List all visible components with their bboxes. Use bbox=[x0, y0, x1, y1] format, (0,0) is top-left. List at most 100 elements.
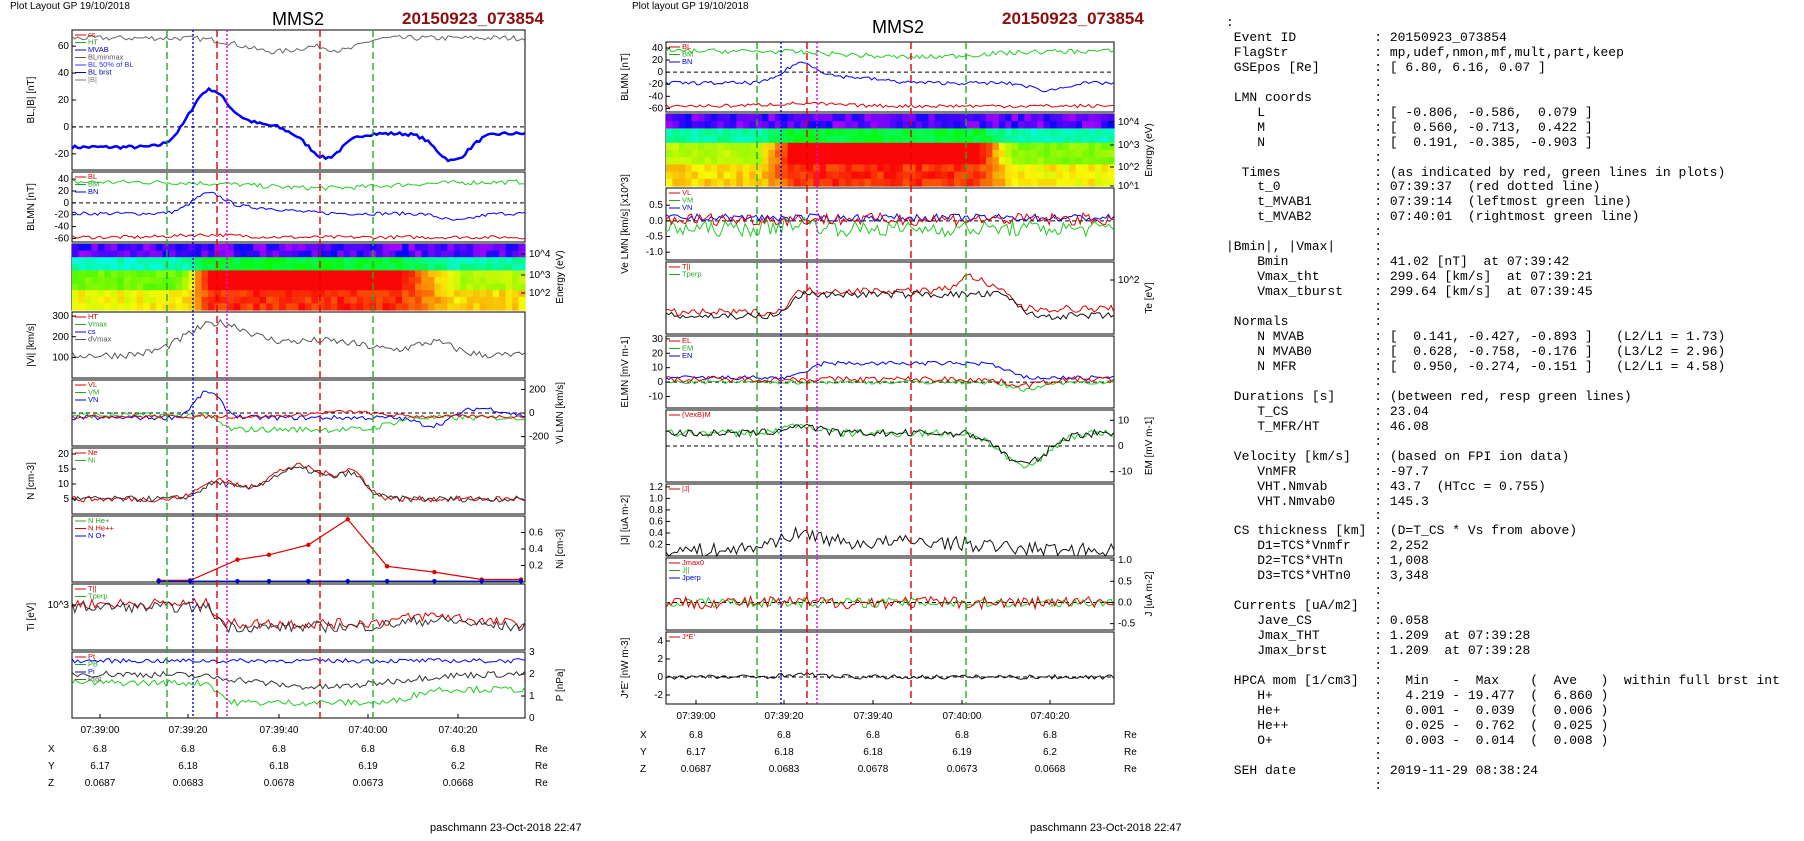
spectrogram-cell bbox=[460, 303, 468, 311]
spectrogram-cell bbox=[363, 250, 371, 258]
spectrogram-cell bbox=[781, 114, 789, 122]
info-line: T_CS : 23.04 bbox=[1226, 403, 1429, 419]
spectrogram-cell bbox=[194, 283, 203, 291]
spectrogram-cell bbox=[512, 257, 520, 265]
spectrogram-cell bbox=[143, 270, 151, 278]
position-value: 6.8 bbox=[272, 744, 286, 755]
panel-ion_spectrogram: 10^410^310^2 Energy (eV) bbox=[71, 243, 566, 311]
info-line: Vmax_tburst : 299.64 [km/s] at 07:39:45 bbox=[1226, 284, 1593, 300]
spectrogram-cell bbox=[1107, 128, 1115, 137]
spectrogram-cell bbox=[678, 178, 686, 187]
spectrogram-cell bbox=[902, 114, 910, 122]
spectrogram-cell bbox=[1024, 135, 1032, 144]
legend-label: BL bbox=[682, 42, 691, 51]
spectrogram-cell bbox=[136, 296, 144, 304]
position-row-label: Z bbox=[640, 764, 646, 775]
spectrogram-cell bbox=[877, 171, 885, 180]
spectrogram-cell bbox=[408, 244, 416, 252]
spectrogram-cell bbox=[1062, 128, 1070, 137]
spectrogram-cell bbox=[890, 142, 897, 151]
spectrogram-cell bbox=[363, 270, 371, 278]
spectrogram-cell bbox=[246, 277, 254, 285]
spectrogram-cell bbox=[947, 135, 955, 144]
spectrogram-cell bbox=[800, 150, 808, 158]
spectrogram-cell bbox=[317, 283, 325, 291]
spectrogram-cell bbox=[460, 250, 468, 258]
spectrogram-cell bbox=[427, 290, 435, 298]
position-value: 6.19 bbox=[358, 761, 378, 772]
spectrogram-cell bbox=[188, 270, 196, 278]
spectrogram-cell bbox=[666, 135, 673, 144]
spectrogram-cell bbox=[110, 277, 118, 285]
spectrogram-cell bbox=[902, 121, 910, 129]
spectrogram-cell bbox=[678, 150, 686, 158]
spectrogram-cell bbox=[960, 150, 968, 158]
spectrogram-cell bbox=[227, 283, 235, 291]
spectrogram-cell bbox=[902, 164, 910, 173]
spectrogram-cell bbox=[838, 114, 846, 122]
position-value: 6.19 bbox=[952, 747, 972, 758]
spectrogram-cell bbox=[72, 263, 80, 271]
spectrogram-cell bbox=[201, 296, 209, 304]
spectrogram-cell bbox=[285, 290, 293, 298]
spectrogram-cell bbox=[883, 157, 891, 165]
spectrogram-cell bbox=[330, 257, 338, 265]
spectrogram-cell bbox=[78, 270, 86, 278]
spectrogram-cell bbox=[130, 290, 138, 298]
spectrogram-cell bbox=[685, 171, 693, 180]
spectrogram-cell bbox=[182, 250, 190, 258]
spectrogram-cell bbox=[1088, 157, 1096, 165]
spectrogram-cell bbox=[149, 250, 157, 258]
spectrogram-cell bbox=[870, 157, 878, 165]
spectrogram-cell bbox=[870, 171, 878, 180]
spectrogram-cell bbox=[259, 303, 267, 311]
legend-label: Tperp bbox=[682, 270, 702, 279]
spectrogram-cell bbox=[1030, 157, 1038, 165]
position-value: 6.8 bbox=[955, 730, 969, 741]
spectrogram-cell bbox=[369, 277, 377, 285]
spectrogram-cell bbox=[311, 303, 319, 311]
spectrogram-cell bbox=[698, 142, 705, 151]
spectrogram-cell bbox=[896, 164, 904, 173]
spectrogram-cell bbox=[813, 128, 821, 137]
position-unit: Re bbox=[1124, 747, 1137, 758]
spectrogram-cell bbox=[685, 128, 693, 137]
spectrogram-cell bbox=[311, 250, 319, 258]
spectrogram-cell bbox=[317, 296, 325, 304]
spectrogram-cell bbox=[130, 270, 138, 278]
y-axis-label: Vi LMN [km/s] bbox=[555, 382, 566, 444]
spectrogram-cell bbox=[292, 290, 300, 298]
spectrogram-cell bbox=[1030, 114, 1038, 122]
legend-label: BM bbox=[682, 50, 693, 59]
spectrogram-cell bbox=[414, 263, 423, 271]
spectrogram-cell bbox=[1030, 178, 1038, 187]
y-axis-label: Ve LMN [km/s] [x10^3] bbox=[620, 174, 631, 274]
spectrogram-cell bbox=[1082, 164, 1089, 173]
spectrogram-cell bbox=[730, 121, 737, 129]
spectrogram-cell bbox=[72, 296, 80, 304]
info-line: : bbox=[1226, 747, 1383, 763]
ytick-label: 10 bbox=[58, 479, 70, 490]
spectrogram-cell bbox=[518, 270, 526, 278]
spectrogram-cell bbox=[1062, 150, 1070, 158]
spectrogram-cell bbox=[870, 142, 878, 151]
spectrogram-cell bbox=[883, 121, 891, 129]
spectrogram-cell bbox=[227, 244, 235, 252]
spectrogram-cell bbox=[986, 135, 993, 144]
position-value: 0.0668 bbox=[1035, 764, 1066, 775]
spectrogram-cell bbox=[774, 157, 782, 165]
spectrogram-cell bbox=[723, 171, 731, 180]
position-value: 0.0673 bbox=[353, 778, 384, 789]
spectrogram-cell bbox=[685, 114, 693, 122]
spectrogram-cell bbox=[343, 283, 351, 291]
spectrogram-cell bbox=[1018, 142, 1025, 151]
data-point bbox=[306, 578, 311, 584]
info-line: : bbox=[1226, 583, 1383, 599]
spectrogram-cell bbox=[466, 250, 474, 258]
legend-label: EL bbox=[682, 336, 691, 345]
spectrogram-cell bbox=[194, 257, 203, 265]
spectrogram-cell bbox=[486, 257, 494, 265]
